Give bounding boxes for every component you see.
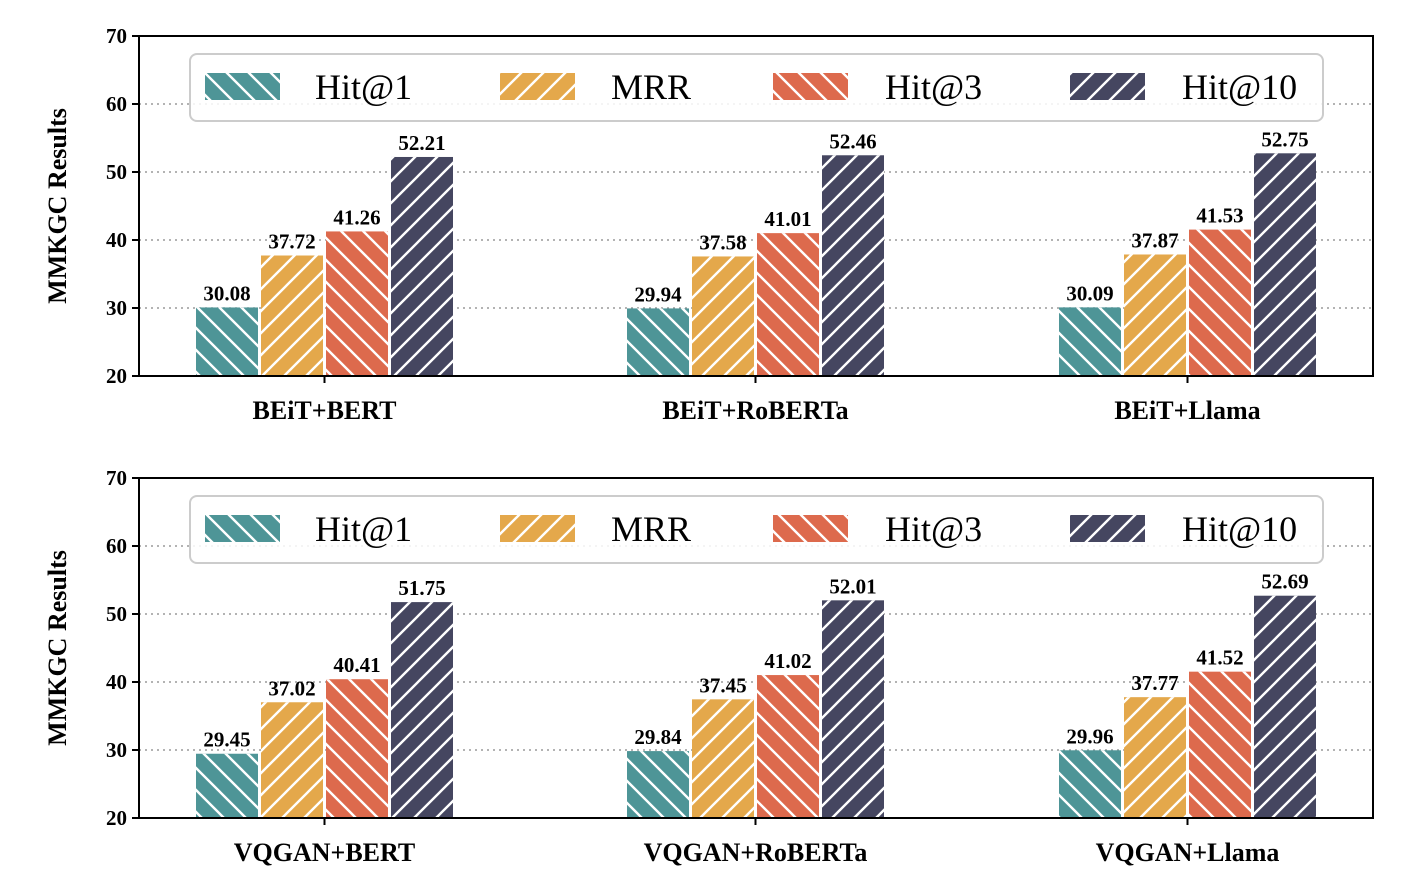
bar-hatch (757, 675, 819, 818)
bar-hatch (1124, 254, 1186, 376)
data-label: 41.53 (1196, 204, 1243, 228)
y-tick-label: 40 (106, 670, 127, 694)
legend-label: Hit@3 (885, 509, 982, 549)
bar-hatch (627, 751, 689, 818)
bar-hatch (391, 602, 453, 818)
legend-label: Hit@3 (885, 67, 982, 107)
legend-label: Hit@1 (315, 67, 412, 107)
data-label: 29.45 (203, 728, 250, 752)
legend-swatch-hatch (1070, 73, 1145, 100)
x-category-label: VQGAN+RoBERTa (644, 838, 868, 867)
y-tick-label: 20 (106, 806, 127, 830)
data-label: 29.94 (634, 282, 682, 306)
data-label: 41.26 (333, 205, 380, 229)
legend-swatch-hatch (773, 515, 848, 542)
data-label: 29.96 (1066, 724, 1113, 748)
y-tick-label: 30 (106, 296, 127, 320)
y-tick-label: 20 (106, 364, 127, 388)
data-label: 51.75 (398, 576, 445, 600)
data-label: 37.87 (1131, 228, 1178, 252)
legend-box (189, 495, 1324, 564)
y-tick-label: 50 (106, 602, 127, 626)
bar-hatch (326, 231, 388, 376)
legend-swatch-hatch (205, 515, 280, 542)
legend-label: Hit@10 (1182, 67, 1297, 107)
y-tick-label: 30 (106, 738, 127, 762)
bar-hatch (822, 600, 884, 818)
legend-swatch-hatch (500, 73, 575, 100)
legend-label: MRR (611, 509, 691, 549)
data-label: 29.84 (634, 725, 682, 749)
bar-hatch (261, 702, 323, 818)
bar-hatch (1189, 671, 1251, 818)
bar-hatch (692, 256, 754, 376)
x-category-label: BEiT+BERT (253, 396, 397, 425)
data-label: 52.01 (829, 574, 876, 598)
legend-label: Hit@1 (315, 509, 412, 549)
legend-swatch-hatch (773, 73, 848, 100)
data-label: 37.77 (1131, 671, 1178, 695)
bar-hatch (391, 156, 453, 376)
bar-hatch (1189, 229, 1251, 376)
data-label: 37.02 (268, 676, 315, 700)
data-label: 52.69 (1261, 570, 1308, 594)
y-tick-label: 50 (106, 160, 127, 184)
chart-panel-top: 30.08 29.94 30.09 37.72 37.58 37.87 41.26 41.01… (43, 24, 1374, 425)
legend-box (189, 53, 1324, 122)
data-label: 37.72 (268, 230, 315, 254)
legend-label: MRR (611, 67, 691, 107)
data-label: 52.21 (398, 131, 445, 155)
bar-hatch (757, 233, 819, 376)
legend-swatch-hatch (1070, 515, 1145, 542)
chart-panel-bottom: 29.45 29.84 29.96 37.02 37.45 37.77 40.41 41.02… (43, 466, 1374, 867)
bar-hatch (822, 155, 884, 376)
bar-hatch (1254, 153, 1316, 376)
y-tick-label: 70 (106, 24, 127, 48)
y-tick-label: 60 (106, 534, 127, 558)
data-label: 30.08 (203, 281, 250, 305)
data-label: 52.46 (829, 129, 876, 153)
legend-swatch-hatch (205, 73, 280, 100)
legend-label: Hit@10 (1182, 509, 1297, 549)
bar-hatch (196, 307, 258, 376)
bar-hatch (326, 679, 388, 818)
data-label: 37.45 (699, 673, 746, 697)
data-label: 41.02 (764, 649, 811, 673)
data-label: 41.52 (1196, 646, 1243, 670)
y-tick-label: 60 (106, 92, 127, 116)
bar-hatch (1124, 697, 1186, 818)
legend: Hit@1 MRR Hit@3 Hit@10 (189, 53, 1324, 122)
x-category-label: VQGAN+Llama (1096, 838, 1280, 867)
data-label: 37.58 (699, 230, 746, 254)
x-category-label: BEiT+Llama (1114, 396, 1260, 425)
legend: Hit@1 MRR Hit@3 Hit@10 (189, 495, 1324, 564)
data-label: 52.75 (1261, 127, 1308, 151)
bar-hatch (196, 753, 258, 818)
bar-hatch (1059, 307, 1121, 376)
y-axis-label: MMKGC Results (43, 108, 72, 304)
x-category-label: VQGAN+BERT (234, 838, 415, 867)
data-label: 30.09 (1066, 281, 1113, 305)
bar-hatch (627, 308, 689, 376)
data-label: 40.41 (333, 653, 380, 677)
x-category-label: BEiT+RoBERTa (662, 396, 848, 425)
bar-hatch (261, 255, 323, 376)
bar-hatch (1254, 595, 1316, 818)
bar-hatch (1059, 750, 1121, 818)
legend-swatch-hatch (500, 515, 575, 542)
y-tick-label: 70 (106, 466, 127, 490)
data-label: 41.01 (764, 207, 811, 231)
y-axis-label: MMKGC Results (43, 550, 72, 746)
y-tick-label: 40 (106, 228, 127, 252)
bar-hatch (692, 699, 754, 818)
